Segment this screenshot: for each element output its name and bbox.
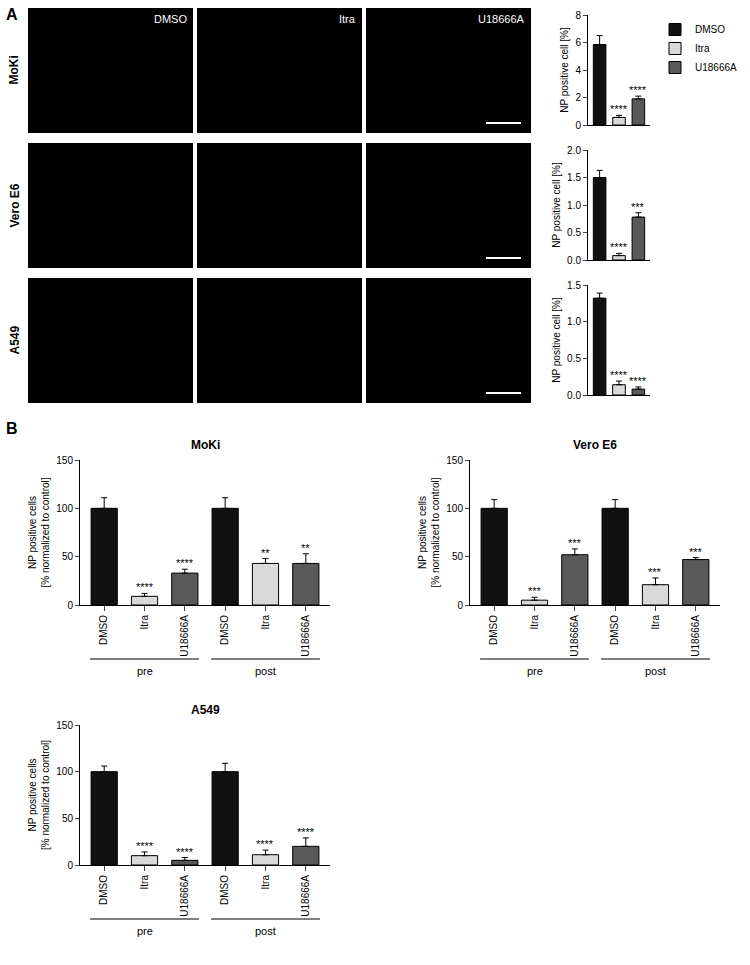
- svg-text:NP positive cells[% normalized: NP positive cells[% normalized to contro…: [27, 740, 51, 850]
- svg-text:NP positive cell [%]: NP positive cell [%]: [551, 162, 562, 248]
- svg-text:****: ****: [297, 826, 315, 838]
- svg-text:50: 50: [62, 551, 74, 562]
- svg-text:4: 4: [575, 65, 581, 76]
- svg-text:DMSO: DMSO: [219, 875, 230, 905]
- svg-text:2.0: 2.0: [567, 145, 581, 156]
- svg-text:U18666A: U18666A: [478, 13, 525, 25]
- svg-text:A549: A549: [191, 703, 220, 717]
- svg-text:pre: pre: [527, 665, 543, 677]
- svg-text:DMSO: DMSO: [488, 615, 499, 645]
- svg-text:0.5: 0.5: [567, 353, 581, 364]
- svg-text:A549: A549: [8, 325, 22, 354]
- svg-text:0.5: 0.5: [567, 227, 581, 238]
- svg-text:8: 8: [575, 10, 581, 21]
- svg-text:post: post: [255, 665, 276, 677]
- svg-text:U18666A: U18666A: [690, 615, 701, 657]
- svg-text:DMSO: DMSO: [98, 615, 109, 645]
- svg-text:DMSO: DMSO: [98, 875, 109, 905]
- svg-text:DMSO: DMSO: [695, 24, 725, 35]
- svg-text:****: ****: [136, 581, 154, 593]
- svg-text:**: **: [261, 547, 270, 559]
- svg-text:U18666A: U18666A: [300, 615, 311, 657]
- svg-text:MoKi: MoKi: [7, 55, 21, 84]
- svg-text:100: 100: [446, 503, 463, 514]
- svg-text:Vero E6: Vero E6: [8, 183, 22, 227]
- svg-text:150: 150: [56, 455, 73, 466]
- svg-text:Itra: Itra: [260, 615, 271, 630]
- svg-text:0: 0: [67, 860, 73, 871]
- svg-text:U18666A: U18666A: [179, 615, 190, 657]
- svg-text:A: A: [6, 6, 18, 23]
- svg-text:NP positive cell [%]: NP positive cell [%]: [551, 297, 562, 383]
- svg-text:****: ****: [629, 84, 647, 96]
- svg-text:pre: pre: [137, 925, 153, 937]
- svg-text:NP positive cell [%]: NP positive cell [%]: [559, 27, 570, 113]
- svg-text:0.0: 0.0: [567, 390, 581, 401]
- svg-text:***: ***: [631, 201, 645, 213]
- svg-text:****: ****: [176, 557, 194, 569]
- svg-text:post: post: [255, 925, 276, 937]
- svg-text:150: 150: [446, 455, 463, 466]
- svg-text:****: ****: [136, 840, 154, 852]
- svg-text:50: 50: [62, 813, 74, 824]
- svg-text:B: B: [6, 420, 18, 437]
- svg-text:****: ****: [610, 369, 628, 381]
- svg-text:***: ***: [689, 546, 703, 558]
- svg-text:***: ***: [568, 537, 582, 549]
- svg-text:Itra: Itra: [650, 615, 661, 630]
- svg-text:0: 0: [67, 600, 73, 611]
- svg-text:DMSO: DMSO: [609, 615, 620, 645]
- svg-text:1.0: 1.0: [567, 316, 581, 327]
- svg-text:NP positive cells[% normalized: NP positive cells[% normalized to contro…: [417, 477, 441, 587]
- svg-text:***: ***: [648, 566, 662, 578]
- svg-text:1.5: 1.5: [567, 172, 581, 183]
- svg-text:1.0: 1.0: [567, 200, 581, 211]
- svg-text:U18666A: U18666A: [695, 62, 737, 73]
- svg-text:1.5: 1.5: [567, 280, 581, 291]
- svg-text:0: 0: [457, 600, 463, 611]
- svg-text:0: 0: [575, 120, 581, 131]
- svg-text:DMSO: DMSO: [219, 615, 230, 645]
- svg-text:Itra: Itra: [339, 13, 356, 25]
- svg-text:0.0: 0.0: [567, 255, 581, 266]
- svg-text:Itra: Itra: [260, 875, 271, 890]
- svg-text:150: 150: [56, 720, 73, 731]
- svg-text:50: 50: [452, 551, 464, 562]
- svg-text:****: ****: [176, 846, 194, 858]
- svg-text:Itra: Itra: [139, 615, 150, 630]
- svg-text:NP positive cells[% normalized: NP positive cells[% normalized to contro…: [27, 477, 51, 587]
- svg-text:****: ****: [629, 375, 647, 387]
- svg-text:****: ****: [256, 838, 274, 850]
- svg-text:MoKi: MoKi: [191, 438, 220, 452]
- svg-text:6: 6: [575, 37, 581, 48]
- svg-text:Itra: Itra: [695, 43, 710, 54]
- svg-text:****: ****: [610, 103, 628, 115]
- svg-text:100: 100: [56, 503, 73, 514]
- svg-text:***: ***: [528, 585, 542, 597]
- svg-text:post: post: [645, 665, 666, 677]
- svg-text:**: **: [301, 542, 310, 554]
- svg-text:Itra: Itra: [529, 615, 540, 630]
- svg-text:DMSO: DMSO: [154, 13, 187, 25]
- svg-text:U18666A: U18666A: [179, 875, 190, 917]
- svg-text:pre: pre: [137, 665, 153, 677]
- svg-text:U18666A: U18666A: [300, 875, 311, 917]
- svg-text:2: 2: [575, 92, 581, 103]
- svg-text:Itra: Itra: [139, 875, 150, 890]
- svg-text:100: 100: [56, 766, 73, 777]
- svg-text:Vero E6: Vero E6: [573, 438, 617, 452]
- svg-text:U18666A: U18666A: [569, 615, 580, 657]
- svg-text:****: ****: [610, 241, 628, 253]
